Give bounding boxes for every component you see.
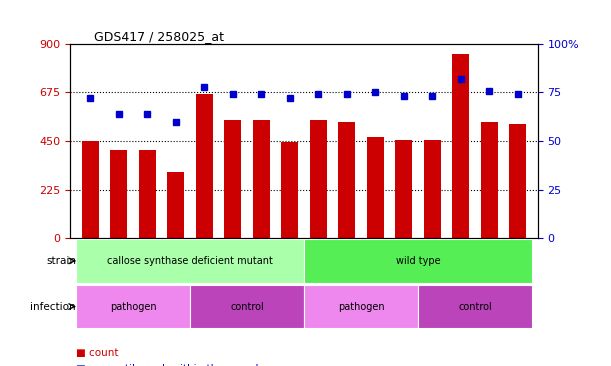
Bar (281, 142, 298, 238)
Text: callose synthase deficient mutant: callose synthase deficient mutant (107, 256, 273, 266)
Bar (224, 120, 241, 238)
Text: GSM6573: GSM6573 (313, 242, 323, 282)
Text: control: control (230, 302, 264, 311)
Text: GSM6578: GSM6578 (114, 242, 123, 282)
Bar (304, 285, 418, 329)
Text: ■ count: ■ count (76, 348, 119, 358)
Text: GSM6577: GSM6577 (86, 242, 95, 282)
Text: GSM6575: GSM6575 (371, 242, 379, 282)
Text: GSM6579: GSM6579 (143, 242, 152, 282)
Bar (367, 137, 384, 238)
Text: GSM6582: GSM6582 (229, 242, 237, 282)
Text: control: control (458, 302, 492, 311)
Text: wild type: wild type (396, 256, 441, 266)
Bar (190, 285, 304, 329)
Bar (110, 150, 127, 238)
Bar (167, 172, 185, 238)
Bar (452, 54, 469, 238)
Bar (481, 122, 498, 238)
Bar (310, 120, 327, 238)
Text: GSM6574: GSM6574 (342, 242, 351, 282)
Bar (76, 239, 304, 283)
Bar (395, 140, 412, 238)
Text: GSM6583: GSM6583 (257, 242, 266, 282)
Text: GDS417 / 258025_at: GDS417 / 258025_at (93, 30, 224, 43)
Bar (509, 124, 526, 238)
Bar (82, 141, 99, 238)
Text: GSM6227: GSM6227 (428, 242, 437, 282)
Text: pathogen: pathogen (338, 302, 384, 311)
Text: pathogen: pathogen (109, 302, 156, 311)
Bar (423, 140, 441, 238)
Bar (253, 120, 270, 238)
Text: GSM6571: GSM6571 (485, 242, 494, 282)
Bar (76, 285, 190, 329)
Bar (418, 285, 532, 329)
Text: GSM6581: GSM6581 (200, 242, 209, 282)
Bar (338, 122, 355, 238)
Text: GSM6580: GSM6580 (171, 242, 180, 282)
Bar (139, 150, 156, 238)
Text: infection: infection (31, 302, 76, 311)
Text: GSM6584: GSM6584 (285, 242, 295, 282)
Bar (304, 239, 532, 283)
Text: strain: strain (46, 256, 76, 266)
Text: ■ percentile rank within the sample: ■ percentile rank within the sample (76, 364, 265, 366)
Text: GSM6576: GSM6576 (399, 242, 408, 282)
Text: GSM6572: GSM6572 (513, 242, 522, 282)
Bar (196, 94, 213, 238)
Text: GSM6544: GSM6544 (456, 242, 465, 282)
